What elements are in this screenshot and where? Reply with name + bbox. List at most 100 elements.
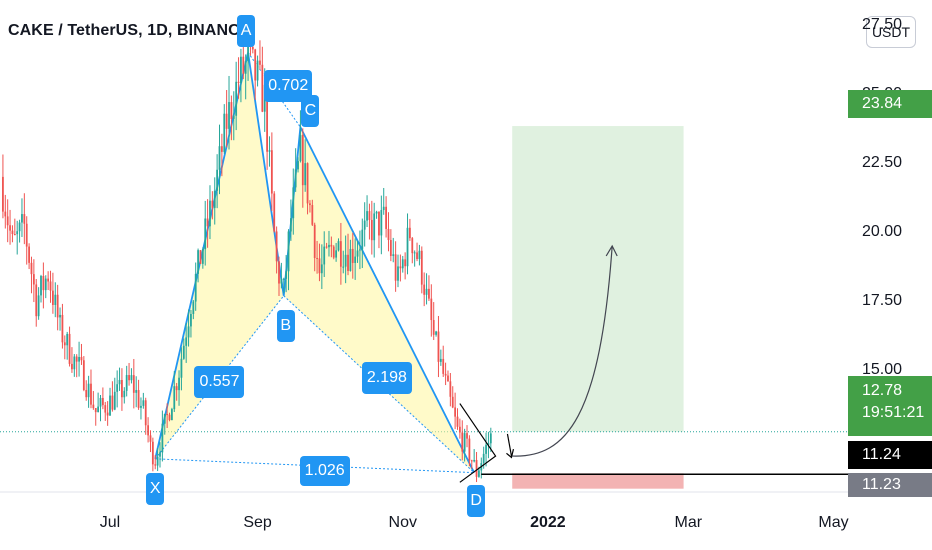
- profit-zone[interactable]: [512, 126, 684, 432]
- candle-body: [339, 241, 342, 267]
- x-tick-label: Nov: [388, 514, 417, 531]
- candle-body: [85, 389, 88, 398]
- candle-body: [442, 358, 445, 374]
- candle-body: [175, 386, 178, 391]
- candle-body: [109, 395, 111, 416]
- candle-body: [68, 333, 71, 364]
- down-arrow-shaft: [506, 433, 513, 457]
- projection-curve[interactable]: [512, 245, 613, 457]
- candle-body: [13, 234, 16, 236]
- candle-body: [123, 390, 126, 398]
- candle-body: [130, 375, 133, 381]
- candle-body: [366, 211, 368, 221]
- candle-body: [342, 266, 345, 268]
- x-tick-label: 2022: [530, 514, 566, 531]
- candle-body: [225, 113, 228, 129]
- candle-body: [80, 356, 83, 361]
- candle-body: [204, 218, 207, 250]
- candle-body: [306, 163, 309, 204]
- candle-body: [454, 407, 457, 417]
- candle-body: [451, 396, 454, 408]
- candle-body: [456, 416, 459, 427]
- candle-body: [425, 288, 428, 295]
- candle-body: [251, 46, 254, 50]
- candle-body: [318, 258, 321, 274]
- triangle-icon: [459, 403, 497, 483]
- y-tick-label: 20.00: [862, 223, 903, 241]
- candle-body: [361, 229, 364, 250]
- candle-body: [166, 414, 169, 416]
- candle-body: [268, 150, 271, 152]
- candle-body: [244, 61, 247, 74]
- candle-body: [94, 408, 97, 413]
- candle-body: [161, 423, 164, 453]
- pattern-xab-fill: [155, 52, 284, 459]
- x-tick-label: May: [818, 514, 849, 531]
- candle-body: [256, 60, 259, 81]
- candle-body: [28, 246, 30, 263]
- candle-body: [59, 314, 61, 318]
- candle-body: [335, 250, 338, 258]
- point-label-b: B: [276, 309, 295, 342]
- y-tick-label: 15.00: [862, 361, 903, 379]
- candle-body: [273, 193, 276, 232]
- x-tick-label: Jul: [99, 514, 121, 531]
- candle-body: [32, 274, 35, 285]
- candle-body: [228, 102, 230, 129]
- candle-body: [66, 333, 69, 346]
- candle-body: [409, 227, 411, 239]
- candle-body: [159, 452, 161, 457]
- ratio-label-xd: 1.026: [299, 455, 350, 486]
- candle-body: [435, 331, 437, 335]
- candle-body: [151, 441, 154, 465]
- candle-body: [449, 381, 452, 397]
- candle-body: [463, 433, 466, 452]
- candle-body: [180, 358, 183, 378]
- candle-body: [194, 273, 197, 302]
- candle-body: [201, 249, 204, 264]
- candle-body: [111, 395, 114, 410]
- up-arrow-head-icon: [605, 244, 618, 257]
- candle-body: [173, 386, 176, 410]
- candle-body: [349, 248, 352, 271]
- candle-body: [56, 294, 59, 318]
- candle-body: [475, 459, 478, 477]
- chart-title: CAKE / TetherUS, 1D, BINANCE: [8, 22, 251, 39]
- candle-body: [144, 400, 147, 426]
- x-tick-label: Sep: [243, 514, 272, 531]
- candle-body: [104, 405, 107, 413]
- candle-body: [209, 200, 211, 227]
- candle-body: [356, 250, 359, 257]
- currency-button[interactable]: USDT: [866, 16, 916, 48]
- candle-body: [2, 176, 4, 212]
- candle-body: [75, 356, 78, 362]
- candle-body: [430, 298, 433, 321]
- candle-body: [163, 414, 166, 424]
- loss-zone[interactable]: [512, 473, 684, 489]
- candle-body: [4, 211, 7, 217]
- candle-body: [394, 254, 397, 281]
- candle-body: [121, 379, 123, 398]
- candle-body: [423, 284, 426, 295]
- candle-body: [368, 211, 371, 220]
- candle-body: [44, 278, 47, 291]
- candle-body: [392, 254, 395, 256]
- ratio-label-ac: 0.702: [264, 69, 313, 102]
- candle-body: [299, 135, 302, 162]
- candle-body: [125, 375, 128, 391]
- candle-body: [235, 81, 238, 116]
- candle-body: [266, 84, 268, 152]
- candle-body: [404, 259, 407, 267]
- candle-body: [54, 294, 57, 305]
- candle-body: [232, 115, 235, 119]
- candle-body: [485, 444, 487, 454]
- candle-body: [42, 276, 45, 291]
- y-tick-label: 17.50: [862, 292, 903, 310]
- candle-body: [294, 169, 297, 188]
- candle-body: [149, 435, 152, 442]
- candle-body: [466, 433, 468, 439]
- target-price-badge: 23.84: [848, 90, 932, 118]
- candle-body: [211, 200, 214, 208]
- candle-body: [40, 276, 42, 296]
